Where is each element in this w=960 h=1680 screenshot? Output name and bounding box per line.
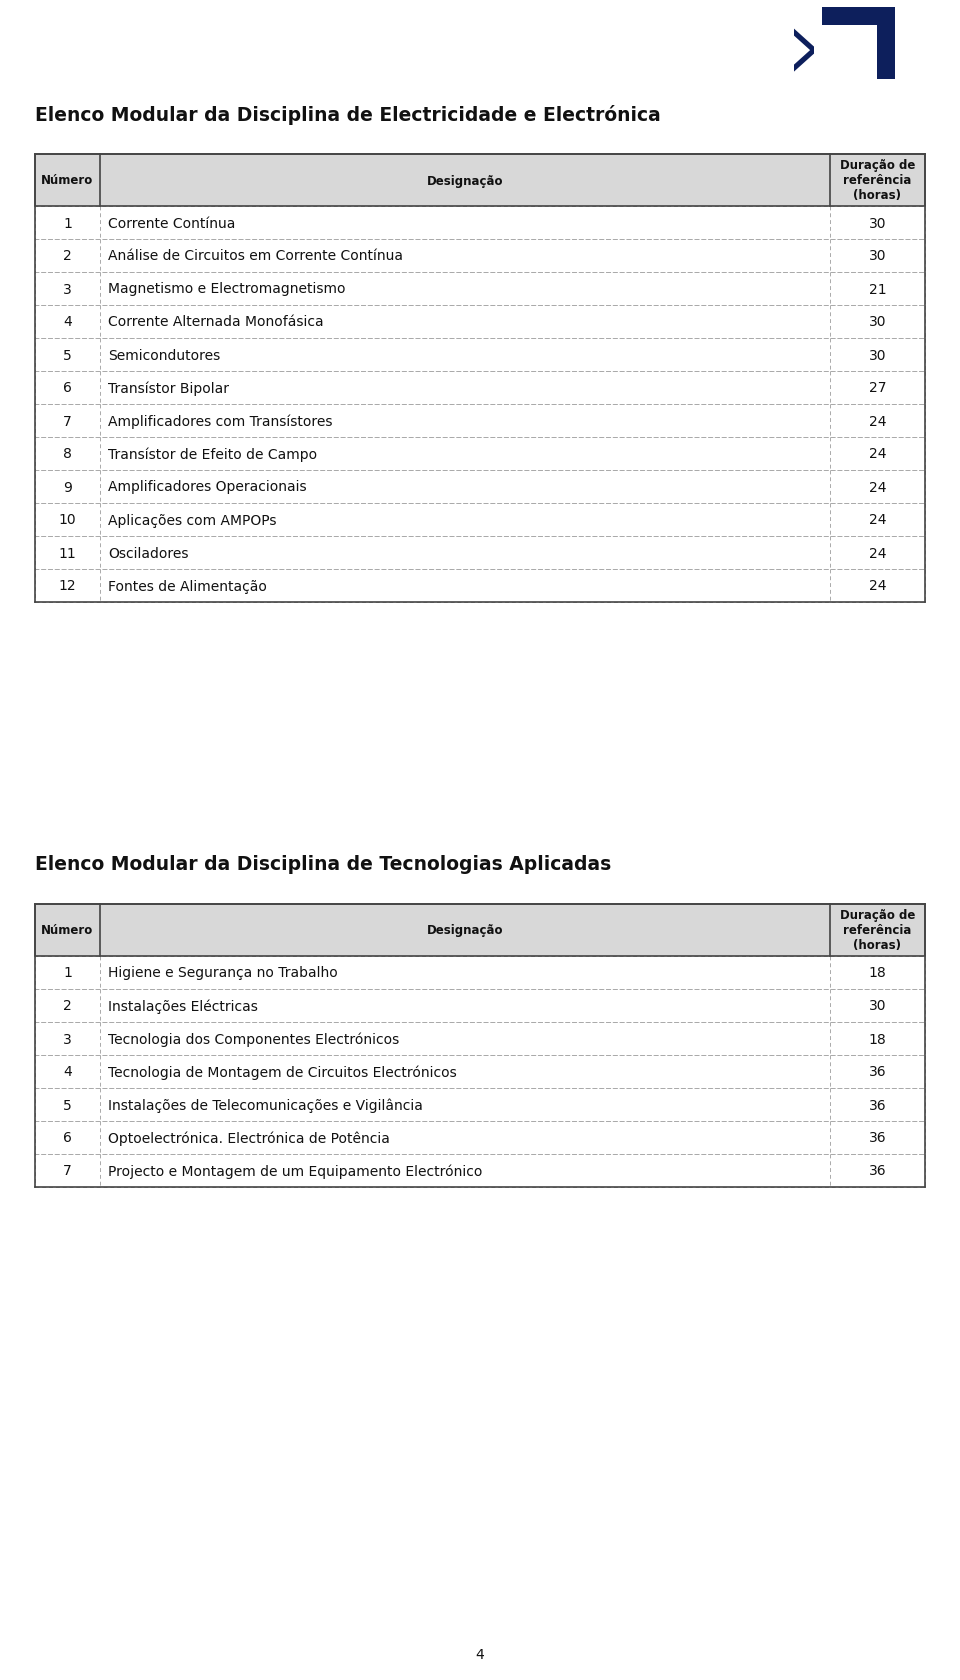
- Text: Transístor de Efeito de Campo: Transístor de Efeito de Campo: [108, 447, 317, 462]
- Text: 36: 36: [869, 1065, 886, 1079]
- Text: Semicondutores: Semicondutores: [108, 348, 220, 363]
- Text: 11: 11: [59, 546, 77, 559]
- Bar: [35, 1055, 925, 1089]
- Bar: [822, 8, 877, 25]
- Text: Amplificadores com Transístores: Amplificadores com Transístores: [108, 413, 332, 428]
- Text: Transístor Bipolar: Transístor Bipolar: [108, 381, 229, 395]
- Text: Tecnologia de Montagem de Circuitos Electrónicos: Tecnologia de Montagem de Circuitos Elec…: [108, 1065, 457, 1079]
- Bar: [35, 339, 925, 371]
- Bar: [35, 536, 925, 570]
- Text: Análise de Circuitos em Corrente Contínua: Análise de Circuitos em Corrente Contínu…: [108, 249, 403, 264]
- Bar: [35, 570, 925, 603]
- Bar: [877, 8, 895, 81]
- Text: 24: 24: [869, 480, 886, 494]
- Text: 7: 7: [63, 415, 72, 428]
- Text: Aplicações com AMPOPs: Aplicações com AMPOPs: [108, 512, 276, 528]
- Text: 4: 4: [63, 316, 72, 329]
- Text: Amplificadores Operacionais: Amplificadores Operacionais: [108, 480, 306, 494]
- Text: 7: 7: [63, 1164, 72, 1178]
- Polygon shape: [794, 47, 814, 72]
- Bar: [35, 904, 925, 956]
- Text: Optoelectrónica. Electrónica de Potência: Optoelectrónica. Electrónica de Potência: [108, 1131, 390, 1146]
- Text: Duração de
referência
(horas): Duração de referência (horas): [840, 909, 915, 953]
- Text: Corrente Alternada Monofásica: Corrente Alternada Monofásica: [108, 316, 324, 329]
- Bar: [35, 956, 925, 990]
- Text: 27: 27: [869, 381, 886, 395]
- Bar: [35, 240, 925, 272]
- Text: Projecto e Montagem de um Equipamento Electrónico: Projecto e Montagem de um Equipamento El…: [108, 1164, 482, 1178]
- Bar: [35, 207, 925, 240]
- Text: 1: 1: [63, 217, 72, 230]
- Bar: [35, 1121, 925, 1154]
- Text: 5: 5: [63, 348, 72, 363]
- Text: 8: 8: [63, 447, 72, 462]
- Text: 3: 3: [63, 1032, 72, 1047]
- Text: 18: 18: [869, 1032, 886, 1047]
- Bar: [35, 155, 925, 207]
- Text: Higiene e Segurança no Trabalho: Higiene e Segurança no Trabalho: [108, 966, 338, 979]
- Text: 24: 24: [869, 415, 886, 428]
- Text: 10: 10: [59, 512, 76, 528]
- Bar: [35, 1089, 925, 1121]
- Text: 18: 18: [869, 966, 886, 979]
- Text: 12: 12: [59, 580, 76, 593]
- Text: Osciladores: Osciladores: [108, 546, 188, 559]
- Polygon shape: [794, 30, 814, 54]
- Text: 2: 2: [63, 1000, 72, 1013]
- Text: Elenco Modular da Disciplina de Tecnologias Aplicadas: Elenco Modular da Disciplina de Tecnolog…: [35, 855, 612, 874]
- Text: 3: 3: [63, 282, 72, 296]
- Bar: [35, 1154, 925, 1188]
- Text: 2: 2: [63, 249, 72, 264]
- Text: 6: 6: [63, 1131, 72, 1144]
- Text: 30: 30: [869, 1000, 886, 1013]
- Bar: [35, 504, 925, 536]
- Text: 24: 24: [869, 447, 886, 462]
- Text: Número: Número: [41, 924, 94, 937]
- Text: 24: 24: [869, 580, 886, 593]
- Bar: [35, 470, 925, 504]
- Bar: [35, 990, 925, 1023]
- Text: 30: 30: [869, 316, 886, 329]
- Bar: [35, 438, 925, 470]
- Bar: [35, 371, 925, 405]
- Text: 24: 24: [869, 512, 886, 528]
- Text: Designação: Designação: [427, 175, 503, 188]
- Text: Duração de
referência
(horas): Duração de referência (horas): [840, 160, 915, 202]
- Text: Instalações Eléctricas: Instalações Eléctricas: [108, 998, 258, 1013]
- Text: Elenco Modular da Disciplina de Electricidade e Electrónica: Elenco Modular da Disciplina de Electric…: [35, 104, 660, 124]
- Text: Corrente Contínua: Corrente Contínua: [108, 217, 235, 230]
- Text: Número: Número: [41, 175, 94, 188]
- Bar: [35, 1023, 925, 1055]
- Text: 4: 4: [475, 1646, 485, 1662]
- Text: Tecnologia dos Componentes Electrónicos: Tecnologia dos Componentes Electrónicos: [108, 1032, 399, 1047]
- Text: 4: 4: [63, 1065, 72, 1079]
- Bar: [35, 155, 925, 207]
- Text: 6: 6: [63, 381, 72, 395]
- Text: 36: 36: [869, 1131, 886, 1144]
- Text: 36: 36: [869, 1164, 886, 1178]
- Text: 5: 5: [63, 1097, 72, 1112]
- Bar: [35, 306, 925, 339]
- Text: Fontes de Alimentação: Fontes de Alimentação: [108, 580, 267, 593]
- Text: 30: 30: [869, 348, 886, 363]
- Bar: [35, 904, 925, 956]
- Text: 36: 36: [869, 1097, 886, 1112]
- Text: 9: 9: [63, 480, 72, 494]
- Text: 30: 30: [869, 249, 886, 264]
- Text: 1: 1: [63, 966, 72, 979]
- Text: Designação: Designação: [427, 924, 503, 937]
- Bar: [35, 405, 925, 438]
- Bar: [35, 272, 925, 306]
- Text: Instalações de Telecomunicações e Vigilância: Instalações de Telecomunicações e Vigilâ…: [108, 1097, 422, 1112]
- Text: 21: 21: [869, 282, 886, 296]
- Text: 24: 24: [869, 546, 886, 559]
- Text: Magnetismo e Electromagnetismo: Magnetismo e Electromagnetismo: [108, 282, 346, 296]
- Text: 30: 30: [869, 217, 886, 230]
